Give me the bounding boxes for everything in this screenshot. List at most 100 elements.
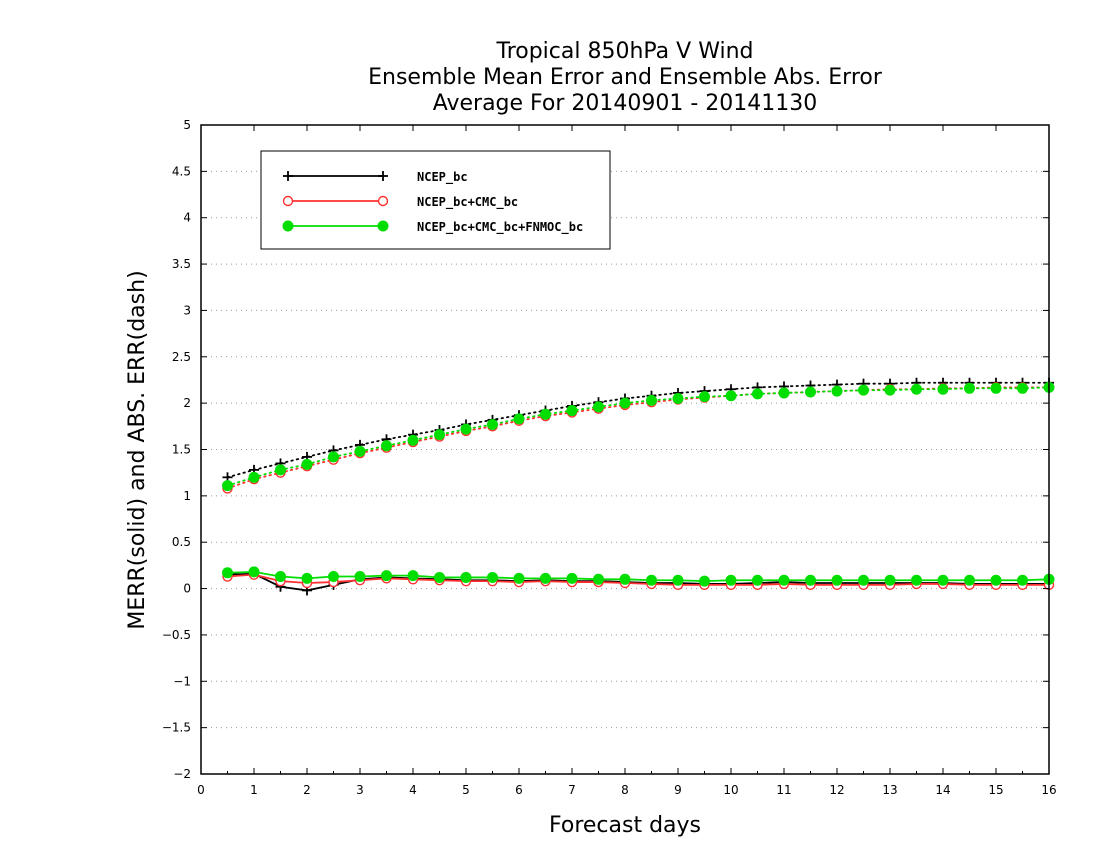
series-layer <box>222 377 1055 596</box>
axis-ticks: −2−1.5−1−0.500.511.522.533.544.550 1 2 3 4 5 6… <box>162 118 1057 797</box>
merr-point <box>937 574 949 586</box>
x-axis-label: Forecast days <box>549 813 701 838</box>
series-0 <box>222 377 1054 596</box>
merr-point <box>460 571 472 583</box>
abs-err-point <box>778 387 790 399</box>
merr-point <box>619 573 631 585</box>
series-1 <box>222 382 1055 591</box>
abs-err-point <box>725 390 737 402</box>
abs-err-point <box>275 464 286 476</box>
abs-err-point <box>381 440 392 452</box>
x-tick-label: 13 <box>882 783 897 797</box>
abs-err-point <box>937 383 949 395</box>
x-tick-label: 8 <box>621 783 629 797</box>
abs-err-point <box>248 471 260 483</box>
abs-err-point <box>540 408 551 420</box>
title-line-2: Ensemble Mean Error and Ensemble Abs. Er… <box>368 65 883 90</box>
legend-marker <box>378 171 388 181</box>
y-tick-label: 5 <box>183 118 191 132</box>
merr-point <box>328 571 339 583</box>
merr-point <box>805 574 816 586</box>
merr-point <box>540 572 551 584</box>
merr-point <box>275 571 286 583</box>
merr-point <box>248 566 260 578</box>
legend-marker <box>377 195 389 207</box>
merr-point <box>725 574 737 586</box>
abs-err-point <box>619 397 631 409</box>
merr-point <box>990 574 1002 586</box>
merr-point <box>752 574 763 586</box>
x-tick-label: 15 <box>988 783 1003 797</box>
x-tick-label: 12 <box>829 783 844 797</box>
legend-marker <box>282 195 294 207</box>
y-tick-label: 2 <box>183 396 191 410</box>
y-tick-label: 1 <box>183 489 191 503</box>
abs-err-point <box>328 451 339 463</box>
legend-label-ncep-cmc-fnmoc: NCEP_bc+CMC_bc+FNMOC_bc <box>417 220 583 235</box>
legend-marker <box>377 220 389 232</box>
abs-err-point <box>407 434 419 446</box>
y-tick-label: 4.5 <box>172 164 191 178</box>
abs-err-point <box>222 480 233 492</box>
x-tick-label: 1 <box>250 783 258 797</box>
x-tick-label: 3 <box>356 783 364 797</box>
abs-err-point <box>805 386 816 398</box>
series-2 <box>222 381 1055 587</box>
grid <box>201 170 1049 729</box>
abs-err-point <box>990 382 1002 394</box>
abs-err-point <box>460 423 472 435</box>
abs-err-line <box>226 381 1050 479</box>
legend-marker <box>282 220 294 232</box>
x-tick-label: 4 <box>409 783 417 797</box>
abs-err-point <box>646 394 657 406</box>
abs-err-point <box>1017 382 1028 394</box>
x-tick-label: 5 <box>462 783 470 797</box>
y-axis-label: MERR(solid) and ABS. ERR(dash) <box>125 270 150 629</box>
abs-err-point <box>964 382 975 394</box>
merr-point <box>513 572 525 584</box>
y-tick-label: −2 <box>173 767 191 781</box>
merr-point <box>911 574 922 586</box>
merr-point <box>222 567 233 579</box>
merr-point <box>778 574 790 586</box>
abs-err-point <box>699 391 710 403</box>
abs-err-point <box>831 385 843 397</box>
merr-point <box>1017 574 1028 586</box>
merr-point <box>884 574 896 586</box>
y-tick-label: 3.5 <box>172 257 191 271</box>
merr-point <box>699 575 710 587</box>
legend-label-ncep-bc: NCEP_bc <box>417 170 468 185</box>
legend: NCEP_bc NCEP_bc+CMC_bc NCEP_bc+CMC_bc+FN… <box>260 150 611 250</box>
merr-point <box>381 570 392 582</box>
merr-point <box>354 571 366 583</box>
abs-err-point <box>884 384 896 396</box>
abs-err-point <box>566 405 578 417</box>
abs-err-point <box>301 458 313 470</box>
merr-point <box>831 574 843 586</box>
abs-err-point <box>911 383 922 395</box>
title-line-1: Tropical 850hPa V Wind <box>495 39 753 64</box>
merr-line <box>227 570 1050 583</box>
merr-point <box>858 574 869 586</box>
y-tick-label: 4 <box>183 211 191 225</box>
merr-point <box>964 574 975 586</box>
y-tick-label: 0 <box>183 582 191 596</box>
abs-err-line <box>226 386 1050 487</box>
merr-point <box>434 571 445 583</box>
chart-title: Tropical 850hPa V Wind Ensemble Mean Err… <box>368 39 883 116</box>
legend-samples <box>282 171 389 232</box>
y-tick-label: 2.5 <box>172 350 191 364</box>
merr-point <box>566 572 578 584</box>
x-tick-label: 16 <box>1041 783 1056 797</box>
abs-err-point <box>593 401 604 413</box>
y-tick-label: 0.5 <box>172 535 191 549</box>
y-tick-label: −1 <box>173 674 191 688</box>
abs-err-point <box>858 384 869 396</box>
x-tick-label: 10 <box>723 783 738 797</box>
title-line-3: Average For 20140901 - 20141130 <box>433 91 818 116</box>
y-tick-label: −1.5 <box>162 721 191 735</box>
merr-point <box>301 572 313 584</box>
y-tick-label: −0.5 <box>162 628 191 642</box>
abs-err-point <box>354 445 366 457</box>
